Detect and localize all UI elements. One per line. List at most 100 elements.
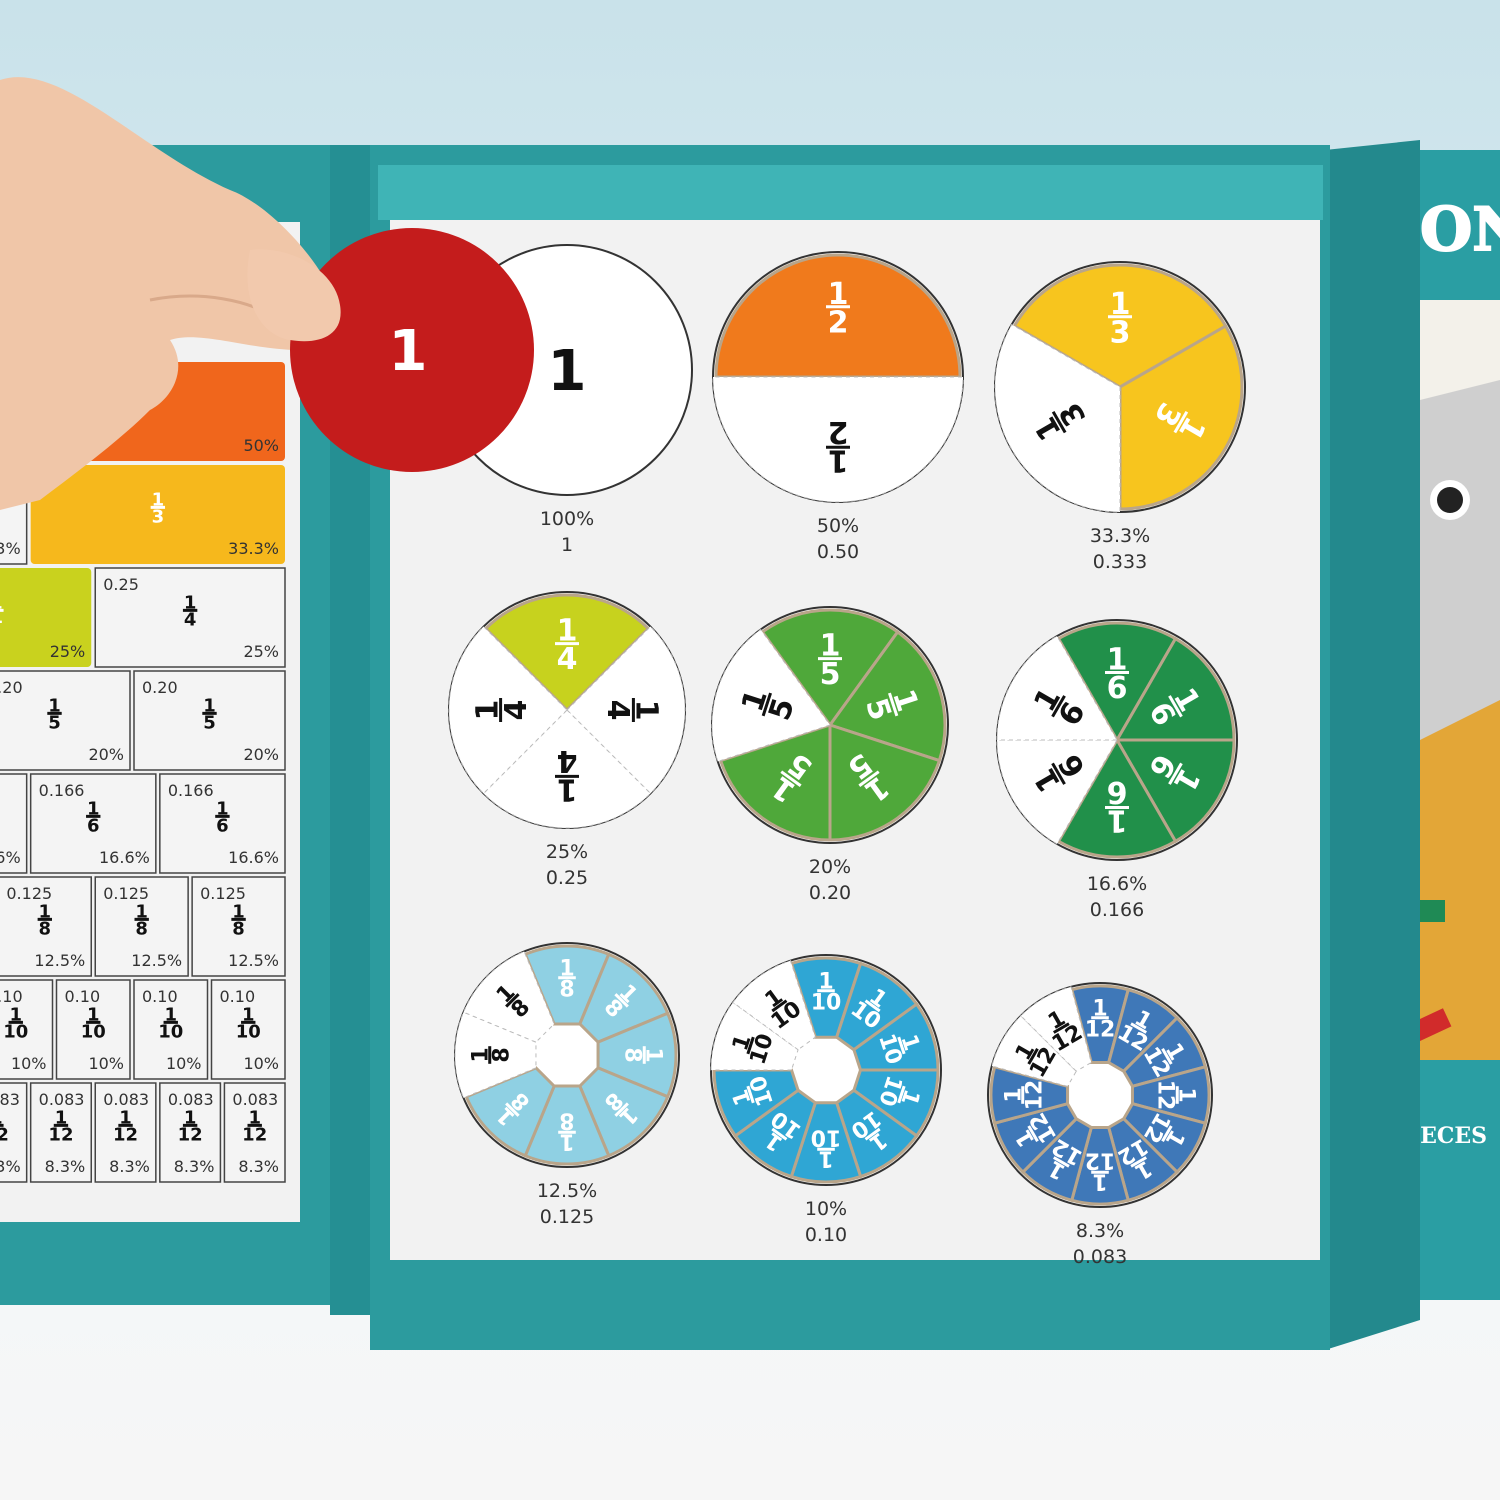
svg-text:1: 1 (469, 1047, 494, 1062)
fraction-piece[interactable] (827, 629, 947, 763)
fraction-piece[interactable] (1118, 323, 1244, 511)
chart-piece[interactable]: 14 25% (0, 568, 92, 667)
svg-text:8: 8 (489, 1047, 514, 1062)
svg-text:1: 1 (55, 1108, 68, 1129)
svg-text:12: 12 (178, 1125, 203, 1146)
svg-text:0.20: 0.20 (0, 678, 23, 697)
piece-label: 15 (818, 629, 842, 692)
svg-text:1: 1 (248, 1108, 261, 1129)
cell-fraction: 15 (202, 696, 217, 734)
svg-text:25%: 25% (50, 642, 86, 661)
piece-label: 110 (728, 1031, 779, 1068)
svg-text:0.083: 0.083 (103, 1090, 149, 1109)
svg-text:25%: 25% (243, 642, 279, 661)
svg-text:1: 1 (640, 1047, 665, 1062)
fraction-circles: 1100%1121250%0.5013131333.3%0.3331414141… (441, 244, 1246, 1268)
red-whole-piece[interactable] (290, 228, 534, 472)
svg-text:1: 1 (548, 339, 587, 404)
piece-label: 12 (826, 277, 850, 340)
cell-fraction: 16 (86, 799, 101, 837)
decimal-label: 0.50 (817, 541, 859, 563)
svg-text:1: 1 (1107, 643, 1128, 678)
svg-text:12.5%: 12.5% (131, 951, 182, 970)
empty-slot (448, 625, 568, 795)
svg-text:20%: 20% (88, 745, 124, 764)
chart-piece[interactable]: 13 33.3% (30, 465, 285, 564)
svg-text:1: 1 (559, 1128, 574, 1153)
svg-text:0.125: 0.125 (6, 884, 52, 903)
cell-fraction: 18 (37, 902, 53, 940)
fraction-piece[interactable] (714, 253, 962, 379)
percent-label: 25% (546, 841, 588, 863)
svg-text:1: 1 (828, 442, 849, 477)
svg-text:1: 1 (164, 1005, 177, 1026)
svg-text:20%: 20% (243, 745, 279, 764)
cell-fraction: 110 (236, 1005, 261, 1043)
svg-text:16.6%: 16.6% (99, 848, 150, 867)
fraction-piece[interactable] (828, 722, 942, 842)
fraction-piece[interactable] (1114, 738, 1236, 844)
percent-label: 8.3% (1076, 1220, 1124, 1242)
piece-label: 112 (1085, 997, 1116, 1043)
fraction-piece[interactable] (760, 608, 900, 728)
svg-text:4: 4 (499, 700, 534, 721)
svg-text:8.3%: 8.3% (174, 1157, 215, 1176)
svg-text:8: 8 (135, 919, 148, 940)
red-piece-label: 1 (389, 319, 428, 384)
svg-text:10: 10 (81, 1022, 106, 1043)
piece-label: 112 (1153, 1080, 1199, 1111)
svg-text:1: 1 (119, 1108, 132, 1129)
decimal-label: 0.166 (1090, 899, 1144, 921)
fraction-circle-1-12: 112 112 1121121121121121121121121121128.3%… (987, 982, 1213, 1268)
chart-row-1-6: 0.1661616.6%0.1661616.6%0.1661616.6%0.16… (0, 773, 286, 874)
piece-label: 16 (1141, 682, 1206, 732)
cell-fraction: 18 (134, 902, 149, 940)
fraction-piece[interactable] (718, 722, 832, 842)
svg-text:10%: 10% (166, 1054, 202, 1073)
svg-text:1: 1 (820, 629, 841, 664)
fraction-piece[interactable] (1056, 736, 1178, 859)
cover-title-text: ON (1420, 195, 1500, 265)
piece-label: 16 (1105, 643, 1129, 706)
fraction-piece[interactable] (712, 1068, 800, 1138)
decimal-label: 0.333 (1093, 551, 1147, 573)
chart-row-1-12: 0.0831128.3%0.0831128.3%0.0831128.3%0.08… (0, 1082, 286, 1183)
svg-text:0.166: 0.166 (168, 781, 214, 800)
svg-text:10%: 10% (88, 1054, 124, 1073)
svg-text:0.083: 0.083 (232, 1090, 278, 1109)
fraction-piece[interactable] (1056, 621, 1178, 744)
svg-text:1: 1 (152, 490, 165, 511)
svg-text:1: 1 (559, 957, 574, 982)
piece-label: 18 (469, 1046, 514, 1064)
svg-text:6: 6 (1107, 671, 1128, 706)
svg-text:8: 8 (232, 919, 245, 940)
cell-fraction: 112 (0, 1108, 9, 1146)
cell-fraction: 16 (215, 799, 230, 837)
svg-text:8.3%: 8.3% (0, 1157, 21, 1176)
svg-text:4: 4 (557, 642, 578, 677)
svg-text:1: 1 (9, 1005, 22, 1026)
empty-slot (996, 635, 1118, 741)
svg-text:8: 8 (559, 1108, 574, 1133)
cell-fraction: 18 (231, 902, 246, 940)
fraction-piece[interactable] (483, 593, 651, 713)
fraction-piece[interactable] (1114, 636, 1236, 742)
svg-text:0.083: 0.083 (0, 1090, 20, 1109)
svg-text:1: 1 (628, 700, 663, 721)
empty-slot (732, 959, 816, 1051)
cell-fraction: 14 (182, 593, 198, 631)
svg-text:10%: 10% (11, 1054, 47, 1073)
svg-text:4: 4 (600, 700, 635, 721)
svg-text:1: 1 (0, 1108, 3, 1129)
svg-text:6: 6 (1107, 774, 1128, 809)
